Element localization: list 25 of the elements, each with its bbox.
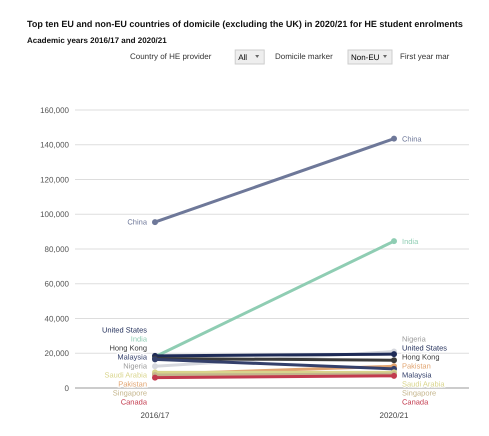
y-tick-label: 60,000	[44, 280, 70, 289]
point	[391, 351, 397, 358]
y-tick-label: 140,000	[40, 140, 70, 150]
y-tick-label: 40,000	[44, 314, 70, 324]
point	[391, 136, 397, 142]
point	[152, 374, 158, 381]
text: Country of HE provider	[130, 52, 212, 61]
text: First year mar	[400, 52, 450, 61]
x-tick-label: 2020/21	[380, 411, 410, 420]
dropdown-select: All	[234, 50, 265, 64]
y-tick-label: 120,000	[40, 175, 70, 184]
dropdown-select: Non-EU	[348, 50, 392, 64]
chart-subtitle: Academic years 2016/17 and 2020/21	[27, 36, 168, 45]
chart-title: Top ten EU and non-EU countries of domicile (excluding the UK) in 2020/21 for HE student enrolments	[27, 19, 463, 29]
y-tick-label: 160,000	[40, 106, 70, 115]
text: Domicile marker	[275, 52, 334, 61]
point	[152, 219, 158, 226]
point	[391, 238, 397, 244]
y-tick-label: 100,000	[40, 210, 70, 220]
y-tick-label: 20,000	[44, 349, 70, 358]
x-tick-label: 2016/17	[140, 411, 170, 420]
point	[152, 363, 158, 370]
y-tick-label: 0	[64, 384, 70, 393]
y-tick-label: 80,000	[44, 244, 70, 254]
point	[391, 357, 397, 364]
